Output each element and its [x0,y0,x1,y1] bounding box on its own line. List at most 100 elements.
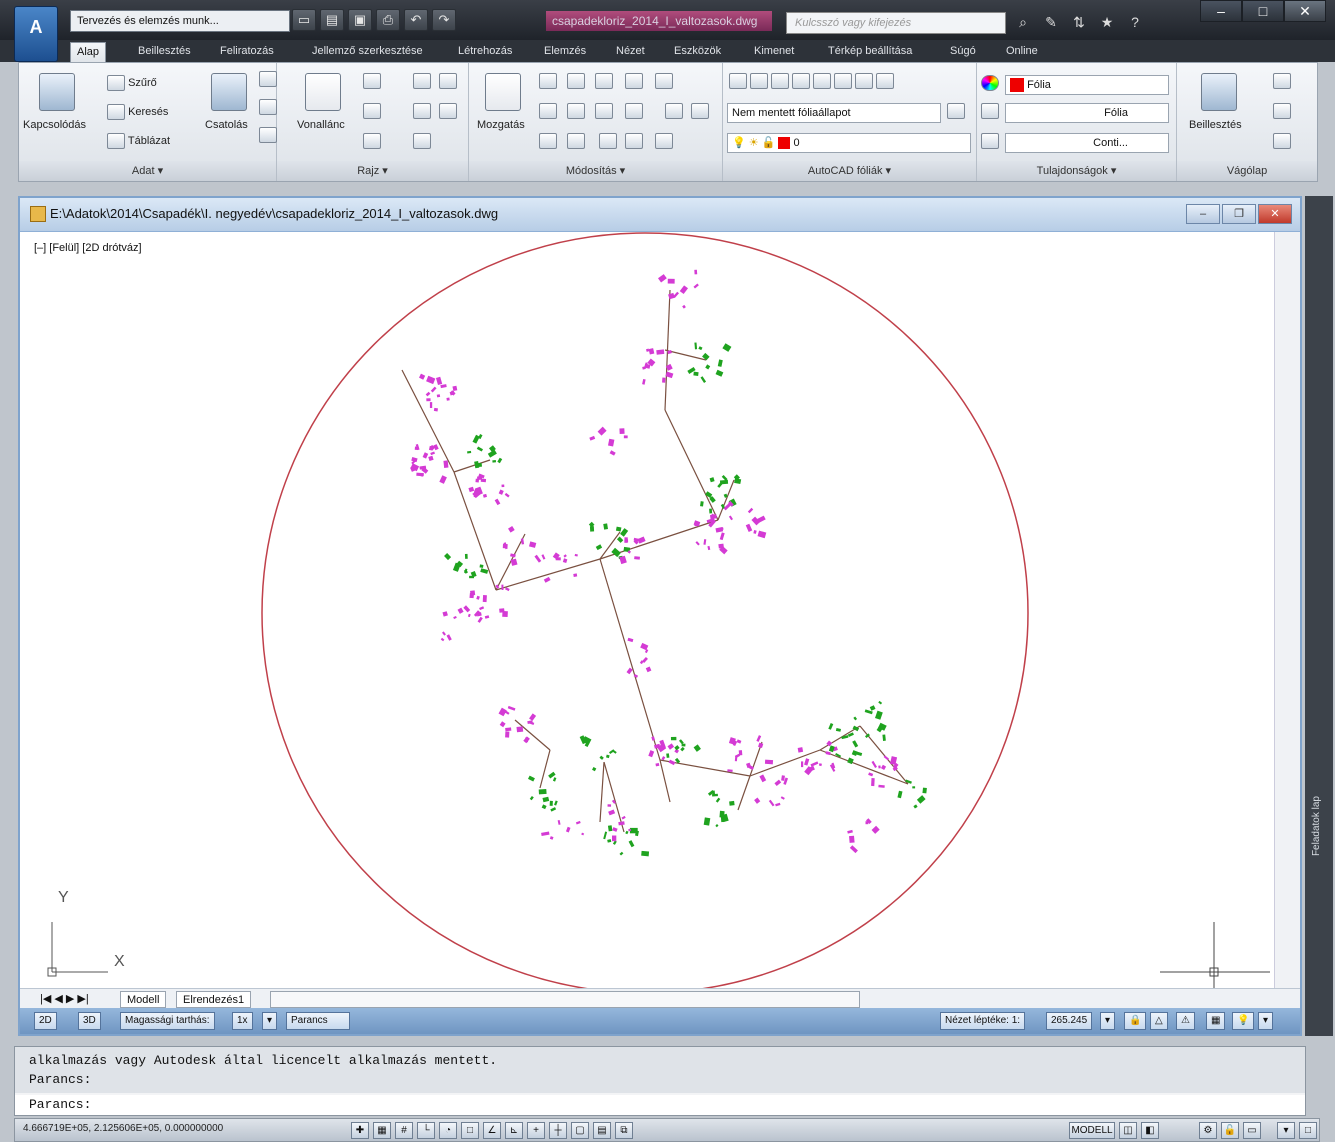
attach-icon[interactable] [211,73,247,111]
workspace-selector[interactable]: Tervezés és elemzés munk... [70,10,290,32]
transparency-status-icon[interactable]: ▢ [571,1122,589,1139]
panel-title-rajz[interactable]: Rajz ▾ [277,161,468,181]
tab-nezet[interactable]: Nézet [616,45,645,57]
quick-view-layouts-icon[interactable]: ◫ [1119,1122,1137,1139]
join-icon[interactable] [599,133,617,149]
database-connect-icon[interactable] [39,73,75,111]
tab-online[interactable]: Online [1006,45,1038,57]
paste-button[interactable]: Beillesztés [1189,119,1242,131]
match-properties-icon[interactable] [981,75,999,91]
polyline-icon[interactable] [305,73,341,111]
explode-icon[interactable] [595,103,613,119]
stretch-icon[interactable] [595,73,613,89]
image-icon[interactable] [259,99,277,115]
trim-icon[interactable] [539,133,557,149]
dyn-icon[interactable]: + [527,1122,545,1139]
offset-icon[interactable] [567,103,585,119]
polar-icon[interactable]: ◔ [439,1122,457,1139]
tab-alap[interactable]: Alap [70,42,107,62]
cut-icon[interactable] [1273,103,1291,119]
help-icon[interactable]: ? [1131,14,1139,30]
open-file-icon[interactable]: ▤ [320,9,344,31]
tab-letrehozas[interactable]: Létrehozás [458,45,513,57]
undo-icon[interactable]: ↶ [404,9,428,31]
chamfer-icon[interactable] [625,133,643,149]
exchange-icon[interactable]: ⇅ [1073,14,1085,30]
toolbar-lock-icon[interactable]: 🔓 [1221,1122,1239,1139]
pencil-icon[interactable] [655,133,673,149]
save-icon[interactable]: ▣ [348,9,372,31]
arc-icon[interactable] [363,73,381,89]
ducs-icon[interactable]: ⊾ [505,1122,523,1139]
circle-icon[interactable] [363,103,381,119]
height-dropdown-icon[interactable]: ▾ [262,1012,278,1030]
btn-3d[interactable]: 3D [78,1012,101,1030]
array-icon[interactable] [625,73,643,89]
tab-elemzes[interactable]: Elemzés [544,45,587,57]
transparency-icon[interactable] [981,133,999,149]
application-menu-button[interactable]: A [14,6,58,62]
ortho-icon[interactable]: └ [417,1122,435,1139]
drawing-minimize-button[interactable]: – [1186,204,1220,224]
erase-icon[interactable] [691,103,709,119]
selection-cycling-icon[interactable]: ⧉ [615,1122,633,1139]
vertical-scrollbar[interactable] [1274,232,1300,988]
snap-mode-icon[interactable]: ▦ [373,1122,391,1139]
linetype-dropdown[interactable]: Fólia [1005,103,1169,123]
table-button[interactable]: Táblázat [107,133,170,149]
otrack-icon[interactable]: ∠ [483,1122,501,1139]
tab-layout1[interactable]: Elrendezés1 [176,991,252,1008]
rotate-icon[interactable] [567,73,585,89]
height-toggle[interactable]: Magassági tarthás: [120,1012,215,1030]
tab-beillesztes[interactable]: Beillesztés [138,45,191,57]
scale-value[interactable]: 265.245 [1046,1012,1093,1030]
line-icon[interactable] [413,73,431,89]
command-button[interactable]: Parancs [286,1012,350,1030]
lineweight-status-icon[interactable]: ┼ [549,1122,567,1139]
break-icon[interactable] [567,133,585,149]
polyline-button[interactable]: Vonallánc [297,119,345,131]
layer-tools-icons[interactable] [729,73,895,89]
move-button[interactable]: Mozgatás [477,119,525,131]
quick-props-icon[interactable]: ▤ [593,1122,611,1139]
restore-button[interactable]: □ [1242,0,1284,22]
tab-model[interactable]: Modell [120,991,167,1008]
hatch-icon[interactable] [363,133,381,149]
workspace-switch-icon[interactable]: ⚙ [1199,1122,1217,1139]
copy-clip-icon[interactable] [1273,73,1291,89]
scale-dropdown-icon[interactable]: ▾ [1100,1012,1116,1030]
mirror-icon[interactable] [539,103,557,119]
lightbulb-status-icon[interactable]: 💡 [1232,1012,1255,1030]
close-button[interactable]: ✕ [1284,0,1326,22]
attach-button[interactable]: Csatolás [205,119,248,131]
filter-button[interactable]: Szűrő [107,75,157,91]
communication-icon[interactable]: ✎ [1045,14,1057,30]
layout-nav-arrows[interactable]: |◀ ◀ ▶ ▶| [40,993,89,1005]
tab-sugo[interactable]: Súgó [950,45,976,57]
height-value[interactable]: 1x [232,1012,253,1030]
lock-status-icon[interactable]: 🔒 [1124,1012,1147,1030]
print-icon[interactable]: ⎙ [376,9,400,31]
clipboard-paste-icon[interactable] [1201,73,1237,111]
minimize-button[interactable]: – [1200,0,1242,22]
binoculars-icon[interactable]: ⌕ [1019,14,1027,30]
model-space-toggle[interactable]: MODELL [1069,1122,1115,1139]
tab-terkep-beallitasa[interactable]: Térkép beállítása [828,45,913,57]
viewport-controls-label[interactable]: [–] [Felül] [2D drótváz] [34,242,142,254]
infer-constraints-icon[interactable]: ✚ [351,1122,369,1139]
lineweight-icon[interactable] [981,103,999,119]
drawing-restore-button[interactable]: ❐ [1222,204,1256,224]
move-icon[interactable] [485,73,521,111]
lineweight-dropdown[interactable]: Conti... [1005,133,1169,153]
annotation-visibility-icon[interactable]: ⚠ [1176,1012,1195,1030]
connect-button[interactable]: Kapcsolódás [23,119,86,131]
fillet-icon[interactable] [665,103,683,119]
panel-title-tulajdonsagok[interactable]: Tulajdonságok ▾ [977,161,1176,181]
rectangle-icon[interactable] [413,103,431,119]
redo-icon[interactable]: ↷ [432,9,456,31]
tab-eszkozok[interactable]: Eszközök [674,45,722,57]
scale-icon[interactable] [655,73,673,89]
layer-state-dropdown[interactable]: Nem mentett fóliaállapot [727,103,941,123]
copy-icon[interactable] [539,73,557,89]
workspace-status-icon[interactable]: ▦ [1206,1012,1226,1030]
